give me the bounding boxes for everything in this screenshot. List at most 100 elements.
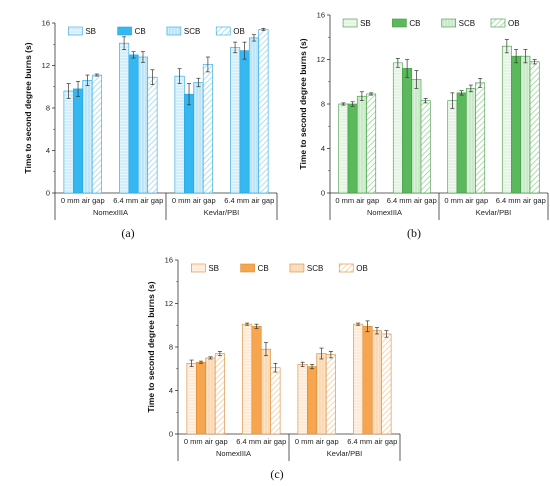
x-category-label: 6.4 mm air gap [387, 196, 437, 205]
x-category-label: 6.4 mm air gap [347, 437, 397, 446]
legend-label-scb: SCB [459, 19, 475, 28]
bar-scb [411, 79, 422, 194]
bar-sb [174, 75, 185, 194]
bar-sb [338, 103, 349, 194]
bar-scb [193, 82, 204, 194]
bar-scb [520, 55, 531, 194]
bar-ob [325, 354, 336, 435]
bar-cb [511, 55, 522, 194]
legend-swatch-scb [289, 263, 305, 273]
panel-label: (b) [407, 226, 421, 240]
chart-panel-1: 0 4 8 12 16 Time to second degree burns (s) 0 … [23, 19, 278, 240]
y-tick-label: 16 [42, 19, 50, 28]
x-category-label: 0 mm air gap [444, 196, 488, 205]
bar-sb [392, 62, 403, 194]
bar-ob [529, 61, 540, 194]
x-category-label: 6.4 mm air gap [113, 196, 163, 205]
bar-cb [347, 103, 358, 194]
bar-scb [205, 357, 216, 435]
legend-swatch-ob [215, 26, 231, 36]
bar-cb [184, 93, 195, 194]
legend-swatch-scb [441, 18, 456, 28]
x-category-label: 0 mm air gap [172, 196, 216, 205]
bar-ob [214, 353, 225, 435]
bar-ob [366, 93, 377, 194]
bar-cb [239, 50, 250, 194]
y-axis-label: Time to second degree burns (s) [23, 42, 33, 173]
bar-ob [91, 74, 102, 194]
y-axis-label: Time to second degree burns (s) [298, 38, 308, 169]
bar-scb [82, 80, 93, 194]
bar-sb [242, 323, 253, 435]
bar-ob [381, 333, 392, 435]
bar-cb [362, 326, 373, 435]
bar-sb [297, 364, 308, 435]
y-tick-label: 12 [317, 55, 325, 64]
legend-swatch-ob [338, 263, 354, 273]
bar-ob [147, 76, 158, 194]
bar-ob [270, 367, 281, 435]
bar-cb [196, 361, 207, 435]
bar-sb [353, 323, 364, 435]
y-tick-label: 16 [317, 11, 325, 20]
x-category-label: 0 mm air gap [295, 437, 339, 446]
x-group-label: Kevlar/PBI [204, 208, 239, 217]
legend-label-sb: SB [85, 27, 96, 36]
bar-scb [371, 330, 382, 435]
chart-panel-2: 0 4 8 12 16 Time to second degree burns (s) 0 … [298, 11, 549, 240]
legend-label-ob: OB [356, 264, 368, 273]
legend-label-scb: SCB [184, 27, 200, 36]
bar-ob [475, 82, 486, 194]
y-tick-label: 0 [321, 189, 325, 198]
x-category-label: 6.4 mm air gap [236, 437, 286, 446]
bar-ob [258, 29, 269, 194]
bar-scb [248, 37, 259, 194]
legend-swatch-sb [191, 263, 206, 273]
x-group-label: NomexIIIA [216, 449, 251, 458]
bar-scb [465, 88, 476, 194]
bar-cb [128, 54, 139, 194]
x-category-label: 0 mm air gap [335, 196, 379, 205]
y-tick-label: 16 [165, 256, 173, 265]
bar-scb [356, 95, 367, 194]
x-group-label: NomexIIIA [93, 208, 128, 217]
legend-label-sb: SB [360, 19, 371, 28]
x-group-label: NomexIIIA [367, 208, 402, 217]
panel-label: (c) [270, 467, 283, 481]
legend-label-cb: CB [258, 264, 269, 273]
y-tick-label: 12 [165, 299, 173, 308]
bar-ob [420, 100, 431, 194]
legend-label-cb: CB [135, 27, 146, 36]
x-category-label: 0 mm air gap [61, 196, 105, 205]
legend-swatch-sb [342, 18, 358, 28]
bar-sb [63, 90, 74, 194]
bar-ob [202, 64, 213, 194]
legend-label-scb: SCB [307, 264, 323, 273]
y-tick-label: 8 [46, 104, 50, 113]
bar-sb [186, 363, 197, 435]
y-tick-label: 0 [46, 189, 50, 198]
chart-panel-3: 0 4 8 12 16 Time to second degree burns (s) 0 … [146, 256, 401, 481]
bar-sb [230, 47, 241, 194]
y-tick-label: 8 [321, 100, 325, 109]
panel-label: (a) [121, 226, 134, 240]
bar-scb [260, 348, 271, 435]
legend-swatch-sb [68, 26, 83, 36]
legend-swatch-cb [117, 26, 132, 36]
bar-cb [456, 92, 467, 194]
bar-cb [251, 326, 262, 435]
y-tick-label: 0 [169, 430, 173, 439]
y-axis-label: Time to second degree burns (s) [146, 281, 156, 412]
legend-label-sb: SB [208, 264, 219, 273]
x-category-label: 6.4 mm air gap [496, 196, 546, 205]
x-group-label: Kevlar/PBI [476, 208, 511, 217]
legend-swatch-cb [240, 263, 255, 273]
x-category-label: 0 mm air gap [184, 437, 228, 446]
y-tick-label: 4 [321, 144, 325, 153]
x-category-label: 6.4 mm air gap [224, 196, 274, 205]
bar-cb [73, 88, 84, 194]
bar-sb [119, 42, 130, 194]
bar-cb [402, 68, 413, 194]
bar-sb [447, 100, 458, 194]
